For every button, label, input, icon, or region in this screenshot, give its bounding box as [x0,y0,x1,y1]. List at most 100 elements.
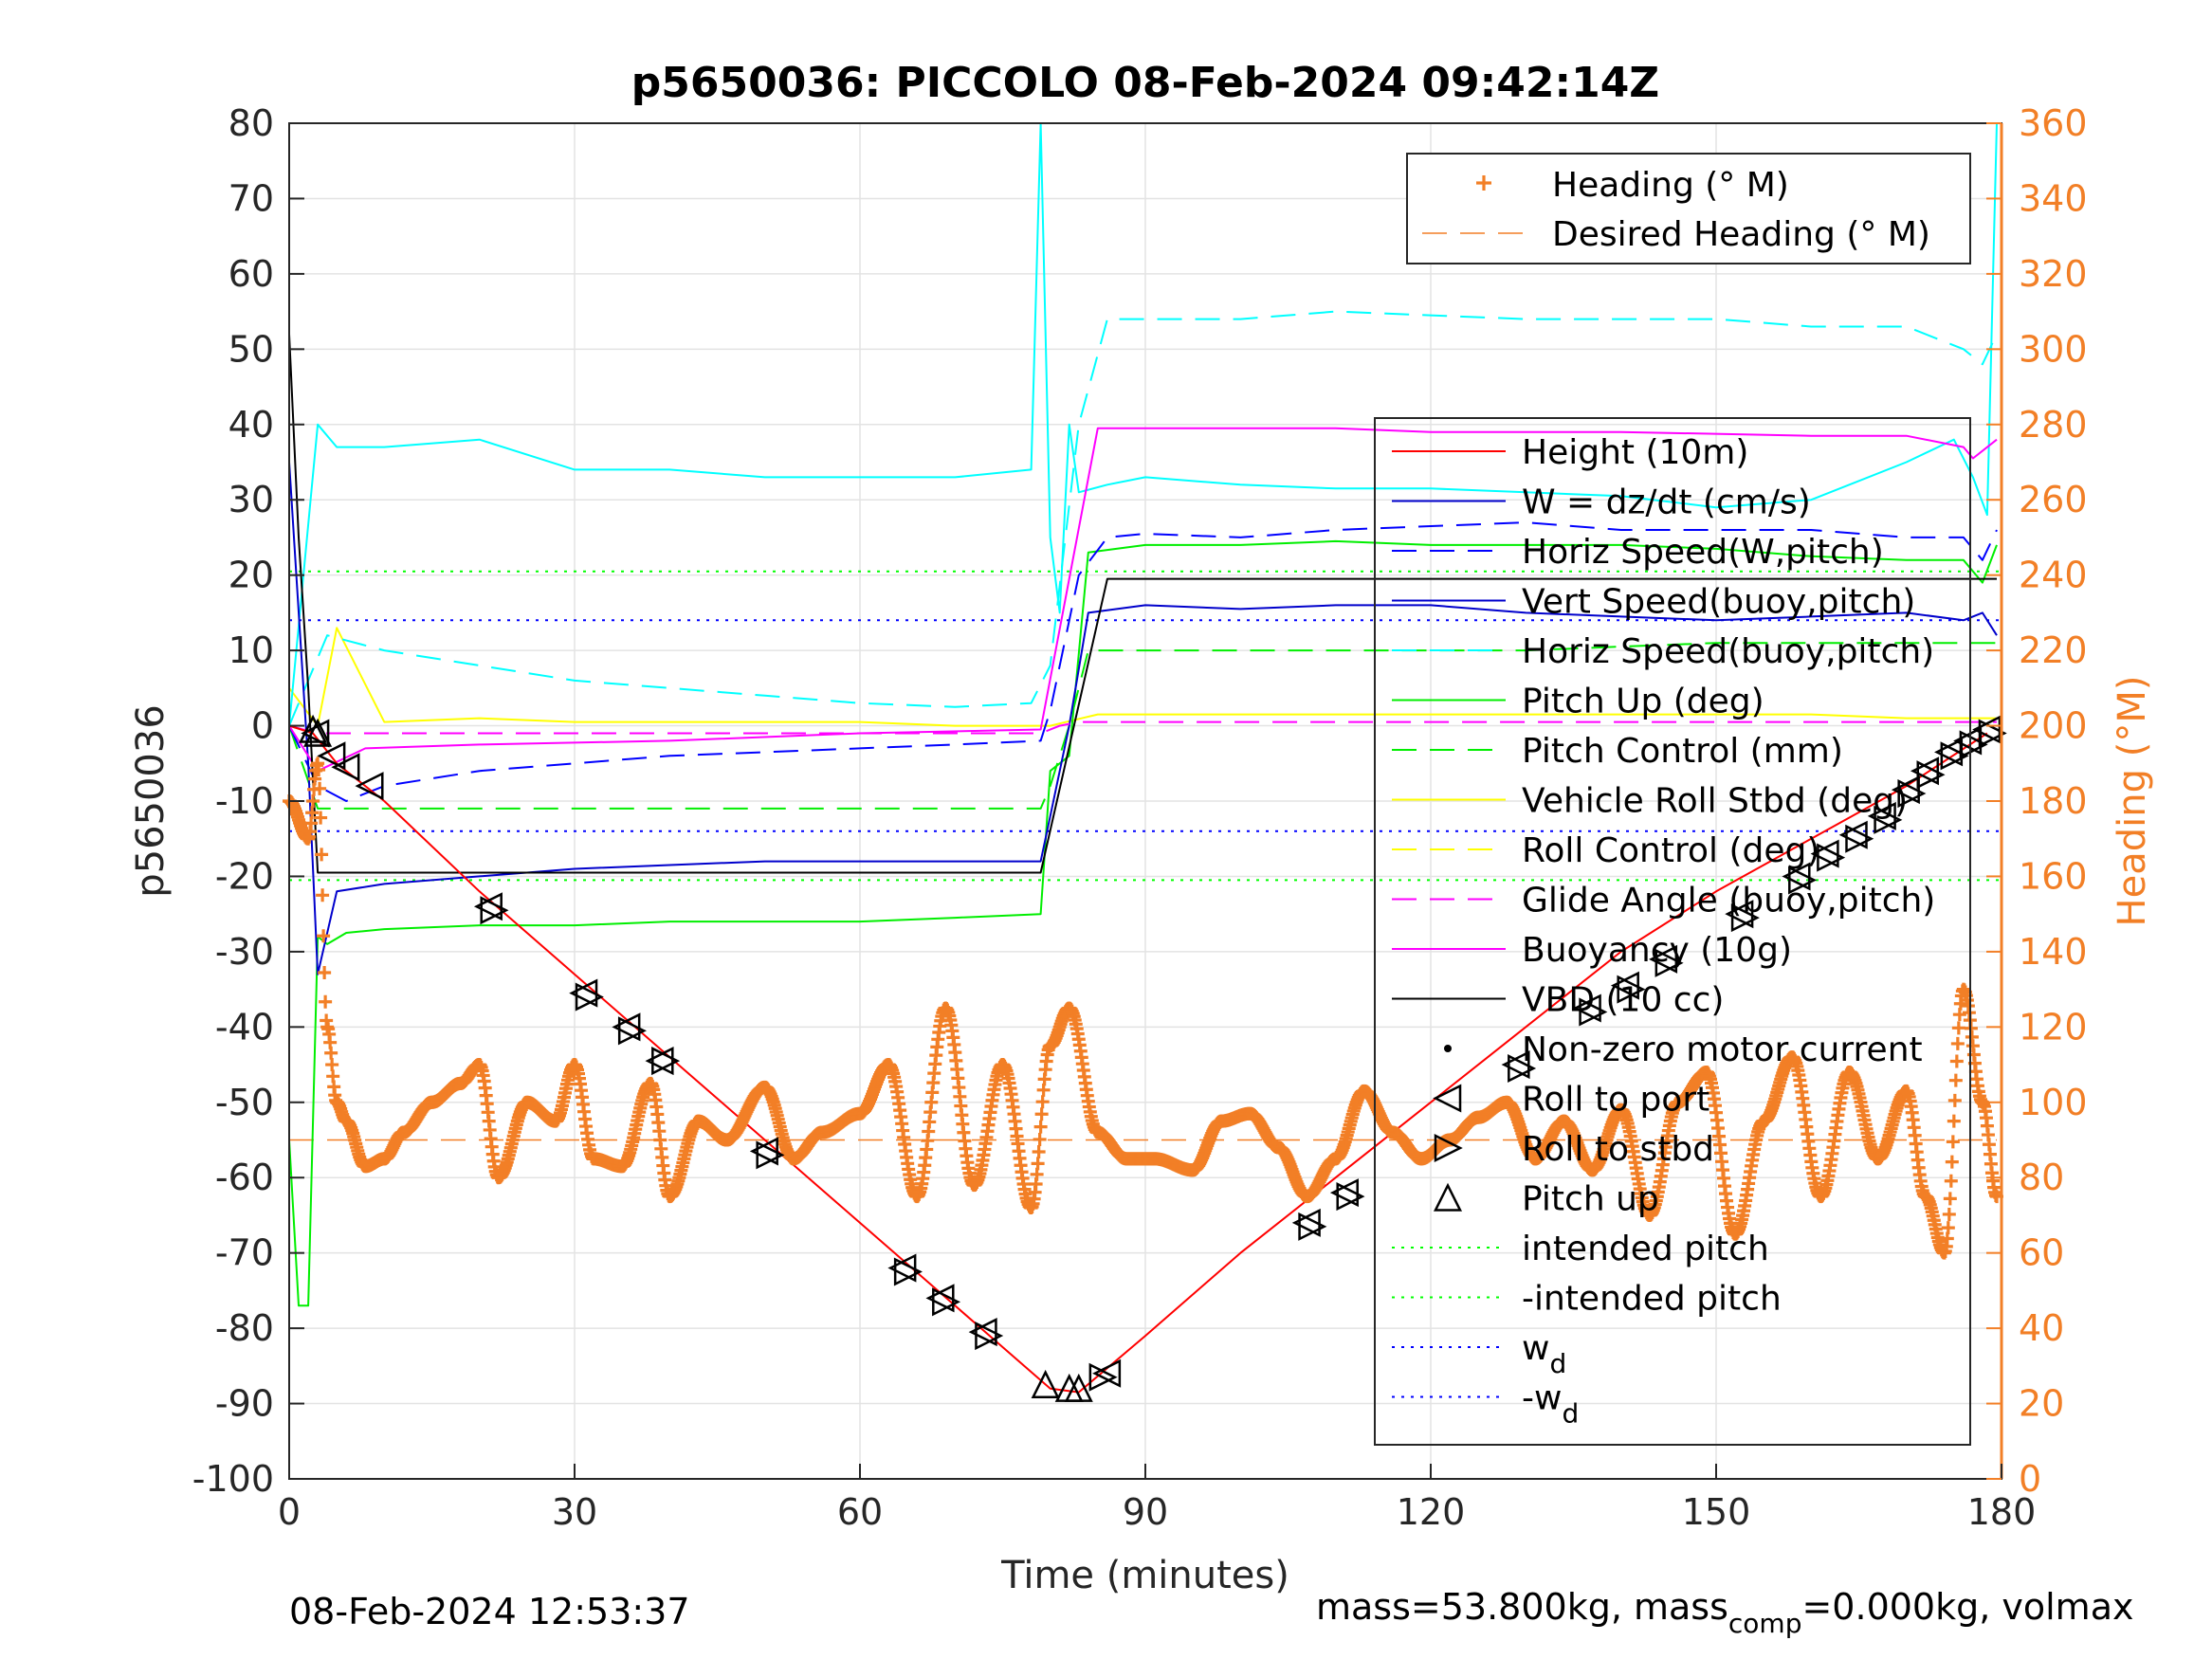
marker-roll-stbd [756,1140,785,1170]
legend-heading: Heading (° M) Desired Heading (° M) [1406,153,1971,264]
y-right-tick-label: 260 [2019,479,2088,520]
legend-heading-entry: Desired Heading (° M) [1552,215,1930,254]
marker-roll-port [645,1047,674,1076]
y-right-tick-label: 40 [2019,1307,2064,1349]
heading-point [1032,1144,1046,1158]
y-tick-label: -10 [215,780,274,822]
marker-roll-port [925,1284,955,1313]
legend-swatch-marker [1433,1182,1463,1212]
series-pitch [288,539,1998,1307]
marker-roll-stbd [651,1047,681,1076]
marker-roll-stbd [575,982,604,1012]
y-tick-label: -70 [215,1232,274,1274]
marker-roll-port [1782,862,1811,891]
marker-pitch-up [1031,1369,1060,1398]
marker-roll-port [887,1253,917,1283]
y-right-tick-label: 160 [2019,855,2088,897]
series-height [288,724,1988,1394]
y-tick-label: 60 [229,253,274,295]
marker-pitch-up [303,718,333,747]
marker-roll-stbd [1654,948,1684,977]
heading-point [313,781,327,795]
y-tick-label: -100 [192,1458,274,1500]
y-tick-label: -50 [215,1082,274,1123]
marker-roll-port [1838,820,1868,849]
heading-point [315,848,329,862]
y-tick-label: 50 [229,328,274,370]
marker-roll-port [1649,944,1678,974]
marker-roll-port [1810,839,1839,868]
series-vert-buoy [288,122,1998,726]
marker-roll-stbd [1817,843,1846,872]
y-tick-label: 40 [229,404,274,446]
legend-entry: Non-zero motor current [1522,1030,1923,1069]
legend-main: Height (10m) W = dz/dt (cm/s) Horiz Speed(… [1374,417,1971,1446]
heading-point [318,966,332,980]
legend-entry: W = dz/dt (cm/s) [1522,483,1811,522]
x-tick-label: 0 [278,1491,301,1533]
legend-main-box [1374,417,1971,1446]
heading-point [319,994,333,1009]
y-tick-label: -30 [215,931,274,973]
marker-roll-stbd [1845,824,1874,853]
ticks: 0 30 60 90 120 150 180-100-90-80-70-60-50-40-3… [192,102,2088,1533]
x-tick-label: 60 [837,1491,883,1533]
marker-roll-stbd [1730,903,1760,933]
legend-entry: Horiz Speed(buoy,pitch) [1522,632,1934,671]
y-tick-label: 80 [229,102,274,144]
heading-point [1942,1207,1956,1221]
marker-roll-stbd [480,896,509,925]
heading-point [1947,1114,1961,1128]
heading-point [1941,1221,1955,1235]
heading-point [1033,1120,1048,1134]
footer-mass-sub: comp [1728,1608,1802,1639]
series-buoyancy [288,427,1998,773]
legend-swatch-marker [1434,1133,1463,1163]
marker-roll-port [1329,1178,1359,1208]
marker-roll-port [1867,801,1896,830]
y-tick-label: -90 [215,1383,274,1425]
y-tick-label: -80 [215,1307,274,1349]
y-right-tick-label: 0 [2019,1458,2041,1500]
marker-roll-port [1891,775,1920,805]
y-right-tick-label: 20 [2019,1383,2064,1425]
footer-date: 08-Feb-2024 12:53:37 [289,1591,690,1632]
x-axis-label: Time (minutes) [1000,1554,1289,1597]
legend-entry: Height (10m) [1522,433,1748,472]
footer-mass: mass=53.800kg, masscomp=0.000kg, volmax [1316,1586,2133,1639]
x-tick-label: 90 [1123,1491,1168,1533]
series-heading [283,757,2003,1260]
marker-roll-port [355,772,384,801]
marker-roll-stbd [1940,741,1969,771]
marker-roll-port [1572,994,1601,1023]
marker-roll-port [1610,971,1639,1000]
marker-roll-stbd [1874,805,1903,834]
y-right-tick-label: 100 [2019,1082,2088,1123]
marker-roll-stbd [1897,779,1927,809]
marker-roll-port [569,978,598,1008]
legend-entry-subscript: d [1562,1398,1579,1430]
heading-point [305,806,320,820]
series-horiz-buoy [288,310,1998,726]
legend-entry: VBD (10 cc) [1522,981,1724,1020]
y-tick-label: -60 [215,1157,274,1198]
legend-entry: Glide Angle (buoy,pitch) [1522,882,1935,921]
y-right-tick-label: 280 [2019,404,2088,446]
y-right-tick-label: 360 [2019,102,2088,144]
series-pitch-control [288,642,1997,810]
marker-roll-stbd [893,1257,923,1286]
y-right-tick-label: 320 [2019,253,2088,295]
heading-point [1944,1174,1958,1188]
y-right-tick-label: 120 [2019,1006,2088,1048]
legend-entry: Vehicle Roll Stbd (deg) [1522,782,1908,821]
marker-roll-port [1092,1358,1122,1388]
marker-roll-stbd [1336,1182,1365,1212]
heading-point [324,1046,338,1060]
heading-point [314,811,328,825]
y-axis-label: p5650036 [129,704,173,898]
footer-mass-rest: =0.000kg, volmax [1801,1586,2133,1628]
marker-roll-port [1291,1208,1321,1237]
heading-point [1946,1135,1960,1149]
marker-roll-stbd [932,1287,961,1317]
marker-roll-port [1972,715,2002,744]
